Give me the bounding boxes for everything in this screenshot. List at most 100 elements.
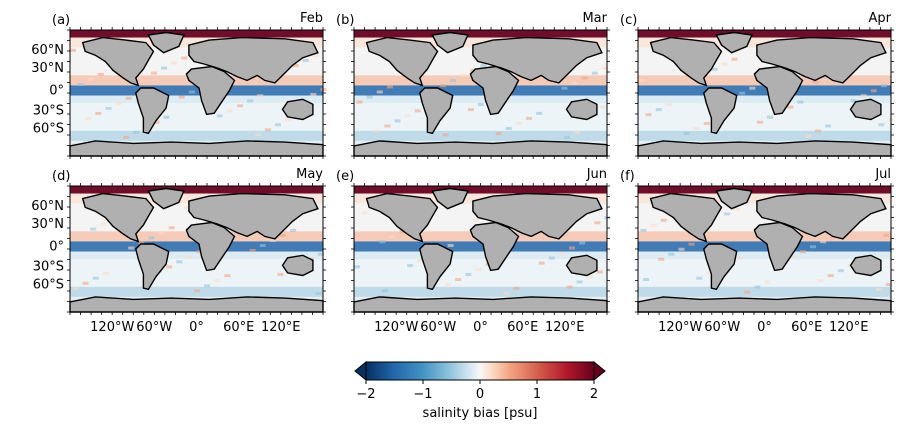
bias-speckle bbox=[515, 121, 522, 125]
bias-speckle bbox=[601, 66, 608, 70]
bias-speckle bbox=[125, 96, 132, 100]
land-mass bbox=[281, 98, 314, 121]
bias-speckle bbox=[259, 243, 266, 247]
bias-speckle bbox=[799, 250, 806, 254]
bias-speckle bbox=[721, 62, 728, 66]
bias-speckle bbox=[569, 246, 576, 250]
land-mass bbox=[188, 192, 319, 240]
land-mass bbox=[703, 243, 738, 291]
bias-band bbox=[354, 95, 607, 104]
bias-speckle bbox=[100, 222, 107, 226]
map-panel-mar: (b) Mar bbox=[336, 11, 610, 159]
colorbar-tick-label: −2 bbox=[356, 387, 375, 402]
lat-tick-label: 0° bbox=[49, 239, 64, 254]
bias-band bbox=[638, 95, 891, 104]
bias-speckle bbox=[381, 289, 388, 293]
bias-speckle bbox=[90, 227, 97, 231]
bias-band bbox=[354, 130, 607, 141]
lat-tick-label: 30°S bbox=[33, 104, 64, 119]
bias-speckle bbox=[70, 48, 76, 52]
bias-speckle bbox=[168, 226, 175, 230]
land-mass bbox=[756, 36, 887, 84]
bias-speckle bbox=[645, 113, 652, 117]
bias-speckle bbox=[513, 286, 520, 290]
land-mass bbox=[849, 98, 882, 121]
land-mass bbox=[715, 187, 753, 210]
bias-speckle bbox=[703, 121, 710, 125]
land-mass bbox=[431, 31, 469, 54]
bias-speckle bbox=[178, 95, 185, 99]
lon-tick-label: 120°W bbox=[90, 320, 134, 335]
colorbar-tick-label: 0 bbox=[476, 387, 484, 402]
land-mass bbox=[185, 65, 236, 116]
panel-month: Mar bbox=[582, 11, 607, 26]
bias-speckle bbox=[384, 124, 391, 128]
bias-speckle bbox=[224, 274, 231, 278]
bias-speckle bbox=[148, 236, 155, 240]
bias-speckle bbox=[226, 109, 233, 113]
bias-speckle bbox=[414, 109, 421, 113]
lon-tick-label: 0° bbox=[189, 320, 204, 335]
bias-speckle bbox=[310, 93, 317, 96]
panel-month: Apr bbox=[869, 11, 892, 26]
bias-speckle bbox=[386, 85, 393, 89]
map-panel-apr: (c) Apr bbox=[620, 11, 895, 159]
bias-speckle bbox=[754, 285, 761, 289]
bias-speckle bbox=[668, 252, 675, 256]
land-mass bbox=[472, 36, 603, 84]
bias-speckle bbox=[658, 257, 665, 261]
bias-speckle bbox=[72, 286, 79, 290]
bias-speckle bbox=[724, 212, 731, 216]
bias-speckle bbox=[166, 265, 173, 269]
bias-speckle bbox=[693, 127, 700, 131]
bias-speckle bbox=[257, 94, 264, 98]
bias-speckle bbox=[825, 124, 832, 128]
lat-tick-label: 60°S bbox=[33, 277, 64, 292]
map-panel-may: (d) May 60°N 30°N 0° 30°S 60°S 120°W 60°W 0° 60°E 1… bbox=[31, 167, 326, 335]
bias-band bbox=[70, 85, 323, 96]
lon-tick-label: 60°W bbox=[704, 320, 740, 335]
bias-speckle bbox=[764, 280, 771, 284]
bias-speckle bbox=[789, 255, 796, 259]
bias-speckle bbox=[736, 256, 743, 260]
bias-speckle bbox=[279, 233, 286, 237]
bias-speckle bbox=[181, 56, 188, 60]
bias-speckle bbox=[394, 119, 401, 123]
land-mass bbox=[365, 192, 439, 243]
panel-letter: (e) bbox=[336, 169, 354, 184]
bias-speckle bbox=[188, 90, 195, 94]
bias-speckle bbox=[389, 235, 396, 239]
bias-band bbox=[70, 130, 323, 141]
bias-speckle bbox=[153, 120, 160, 124]
land-mass bbox=[135, 87, 170, 135]
land-mass bbox=[565, 98, 598, 121]
bias-speckle bbox=[204, 284, 211, 288]
bias-speckle bbox=[92, 276, 99, 280]
bias-band bbox=[638, 241, 891, 252]
bias-speckle bbox=[827, 274, 834, 278]
bias-speckle bbox=[810, 245, 817, 249]
bias-speckle bbox=[576, 280, 583, 284]
bias-speckle bbox=[264, 128, 271, 132]
bias-speckle bbox=[292, 64, 299, 68]
bias-speckle bbox=[581, 76, 588, 80]
bias-speckle bbox=[138, 241, 145, 245]
bias-speckle bbox=[85, 116, 92, 120]
bias-speckle bbox=[850, 99, 857, 103]
lat-tick-label: 0° bbox=[49, 83, 64, 98]
bias-speckle bbox=[820, 240, 827, 244]
lat-tick-label: 30°N bbox=[31, 217, 64, 232]
bias-speckle bbox=[566, 285, 573, 289]
land-mass bbox=[81, 36, 155, 87]
bias-speckle bbox=[123, 135, 130, 139]
map-panel-feb: (a) Feb 60°N 30°N 0° 30°S 60°S bbox=[31, 11, 327, 159]
land-mass bbox=[69, 296, 324, 313]
bias-speckle bbox=[115, 101, 122, 105]
bias-speckle bbox=[161, 66, 168, 70]
bias-band bbox=[638, 186, 891, 194]
bias-speckle bbox=[878, 123, 885, 127]
bias-speckle bbox=[599, 105, 606, 109]
lon-tick-label: 0° bbox=[757, 320, 772, 335]
bias-speckle bbox=[417, 259, 424, 263]
colorbar-label: salinity bias [psu] bbox=[423, 406, 538, 421]
